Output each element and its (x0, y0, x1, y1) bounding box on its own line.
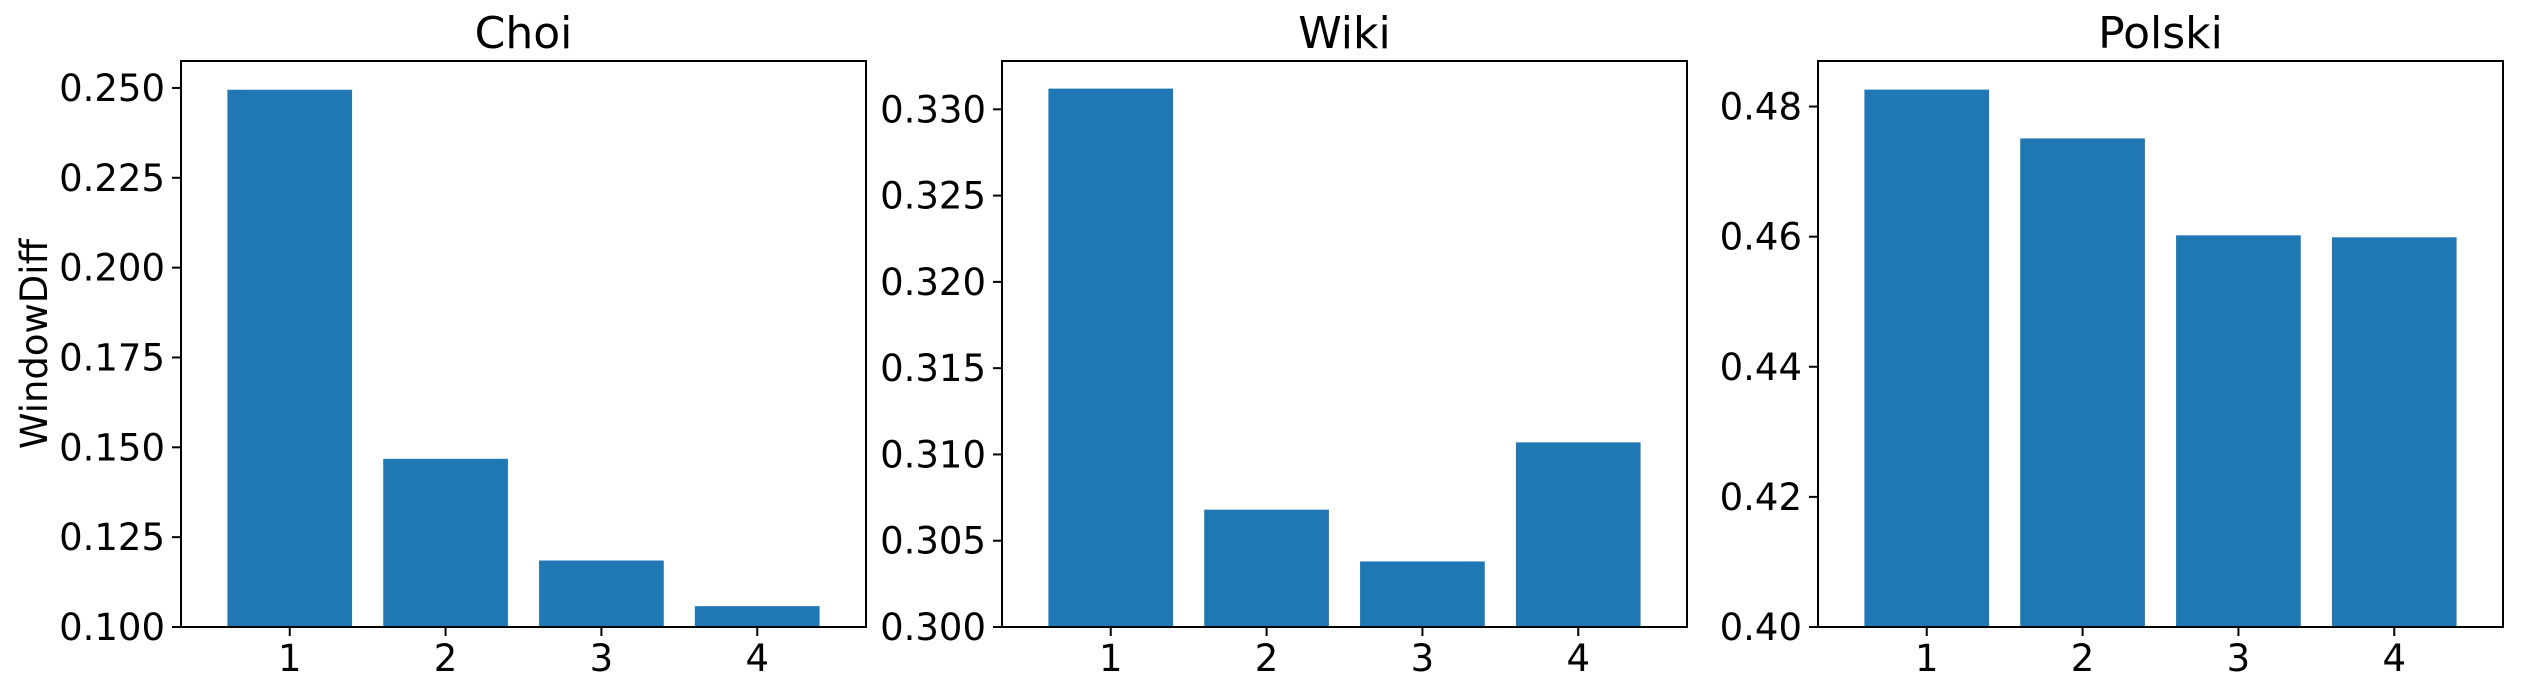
y-tick-label: 0.175 (59, 336, 165, 379)
x-tick-label: 1 (1099, 637, 1123, 680)
bar (2176, 235, 2301, 628)
x-tick-label: 3 (1411, 637, 1435, 680)
ticks: 1 2 3 4 0.300 0.305 0.310 0.315 0.320 0.325 0.330 (880, 88, 1590, 680)
x-tick-label: 2 (2071, 637, 2095, 680)
y-tick-label: 0.100 (59, 606, 165, 649)
x-tick-label: 4 (2382, 637, 2406, 680)
ticks: 1 2 3 4 0.100 0.125 0.150 0.175 0.200 0.225 0.250 (59, 67, 769, 680)
plot-frame (1001, 60, 1688, 628)
x-tick-label: 1 (278, 637, 302, 680)
plot-frame (180, 60, 867, 628)
y-tick-label: 0.150 (59, 426, 165, 469)
y-tick-label: 0.48 (1720, 86, 1802, 129)
bars (1864, 89, 2457, 628)
y-tick-label: 0.310 (880, 433, 986, 476)
x-tick-label: 4 (745, 637, 769, 680)
x-tick-label: 2 (1255, 637, 1279, 680)
y-tick-label: 0.44 (1720, 346, 1802, 389)
chart-title: Wiki (1298, 8, 1390, 59)
bars (227, 89, 820, 627)
x-tick-label: 3 (590, 637, 614, 680)
bar (1864, 89, 1990, 627)
x-tick-label: 1 (1915, 637, 1939, 680)
y-tick-label: 0.200 (59, 247, 165, 290)
chart-panel-wiki: Wiki 1 2 3 4 0.300 0.305 0.310 0.315 0.320 0.325 0… (880, 8, 1688, 680)
y-tick-label: 0.250 (59, 67, 165, 110)
bar (1515, 442, 1641, 627)
y-tick-label: 0.46 (1720, 216, 1802, 259)
bar (539, 560, 664, 627)
y-tick-label: 0.315 (880, 347, 986, 390)
bars (1048, 88, 1641, 628)
bar (694, 606, 820, 627)
x-tick-label: 3 (2227, 637, 2251, 680)
y-tick-label: 0.40 (1720, 606, 1802, 649)
bar (383, 458, 508, 627)
chart-panel-choi: Choi WindowDiff 1 2 3 4 0.100 0.125 0.150 0.175… (13, 8, 867, 680)
chart-title: Polski (2098, 8, 2223, 59)
y-tick-label: 0.330 (880, 88, 986, 131)
y-axis-label: WindowDiff (13, 237, 56, 449)
bar (1360, 561, 1485, 627)
y-tick-label: 0.305 (880, 520, 986, 563)
bar (2331, 237, 2457, 628)
y-tick-label: 0.125 (59, 516, 165, 559)
x-tick-label: 4 (1566, 637, 1590, 680)
y-tick-label: 0.325 (880, 175, 986, 218)
bar (1204, 509, 1329, 627)
plot-frame (1817, 60, 2504, 628)
bar (1048, 88, 1174, 628)
y-tick-label: 0.42 (1720, 476, 1802, 519)
x-tick-label: 2 (434, 637, 458, 680)
y-tick-label: 0.320 (880, 261, 986, 304)
y-tick-label: 0.225 (59, 157, 165, 200)
y-tick-label: 0.300 (880, 606, 986, 649)
ticks: 1 2 3 4 0.40 0.42 0.44 0.46 0.48 (1720, 86, 2406, 680)
bar (227, 89, 353, 627)
chart-title: Choi (475, 8, 573, 59)
chart-panel-polski: Polski 1 2 3 4 0.40 0.42 0.44 0.46 0.48 (1720, 8, 2504, 680)
bar (2020, 138, 2145, 627)
